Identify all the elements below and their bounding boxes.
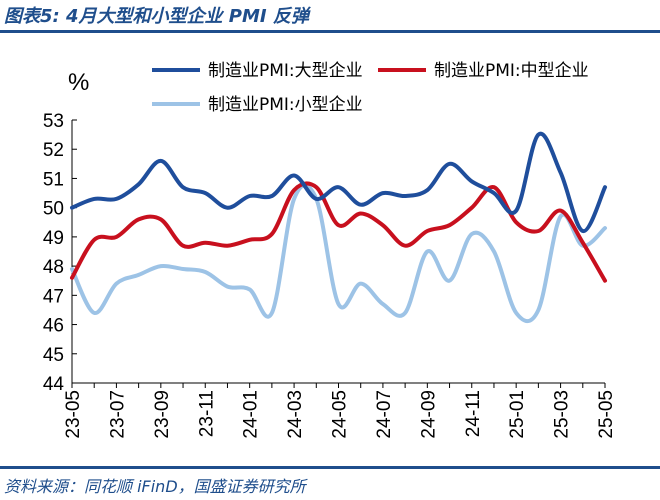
y-tick-label: 48 [43, 257, 64, 278]
chart-series [70, 131, 607, 324]
series-line-large [70, 131, 607, 233]
title-divider [0, 30, 660, 33]
y-tick-label: 51 [43, 169, 64, 190]
series-line-small [70, 183, 607, 324]
x-tick-label: 23-09 [152, 390, 173, 439]
x-tick-label: 23-05 [63, 390, 84, 439]
chart-axes: 44 45 46 47 48 49 50 51 52 53 23-05 23-07 23-09 23-11… [43, 111, 617, 439]
y-tick-label: 53 [43, 111, 64, 132]
x-tick-label: 24-07 [374, 390, 395, 439]
y-tick-label: 46 [43, 316, 64, 337]
footer-divider [0, 466, 660, 469]
source-note: 资料来源：同花顺 iFinD，国盛证券研究所 [4, 477, 306, 496]
series-line-medium [70, 181, 607, 283]
x-tick-label: 25-05 [596, 390, 617, 439]
x-tick-label: 24-03 [285, 390, 306, 439]
y-tick-label: 52 [43, 140, 64, 161]
x-tick-label: 24-11 [463, 390, 484, 437]
legend-item-large-label: 制造业PMI:大型企业 [208, 61, 363, 81]
x-tick-label: 24-05 [330, 390, 351, 439]
x-tick-label: 24-01 [241, 390, 262, 439]
y-tick-label: 49 [43, 228, 64, 249]
y-axis-unit-label: % [68, 69, 89, 96]
y-tick-label: 45 [43, 345, 64, 366]
x-tick-label: 23-11 [196, 390, 217, 437]
x-tick-label: 25-01 [507, 390, 528, 439]
page-title: 图表5: 4月大型和小型企业 PMI 反弹 [4, 6, 309, 27]
x-tick-label: 23-07 [107, 390, 128, 439]
x-tick-label: 25-03 [552, 390, 573, 439]
y-tick-label: 44 [43, 374, 65, 395]
legend-item-small-label: 制造业PMI:小型企业 [208, 95, 363, 115]
y-tick-label: 50 [43, 199, 64, 220]
legend-item-medium-label: 制造业PMI:中型企业 [434, 61, 589, 81]
x-tick-label: 24-09 [418, 390, 439, 439]
y-tick-label: 47 [43, 286, 64, 307]
